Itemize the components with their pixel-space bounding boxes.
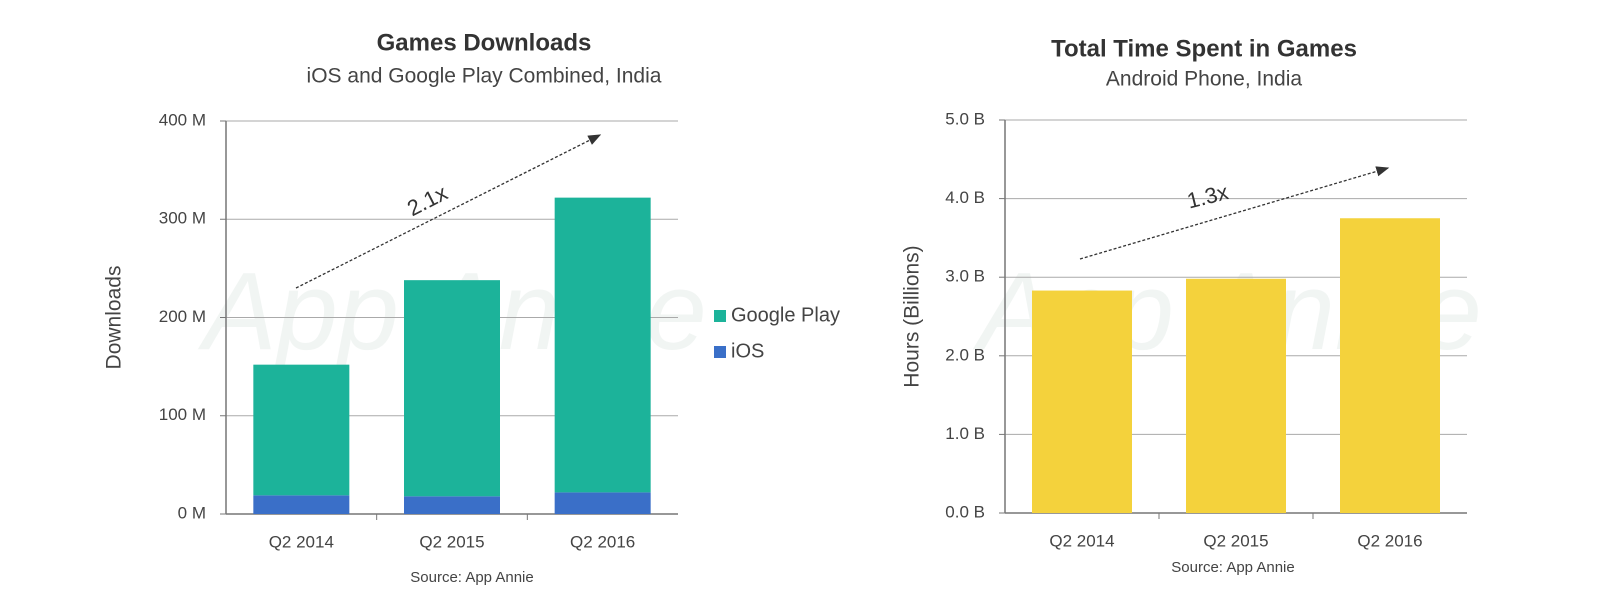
chart-subtitle: Android Phone, India (1106, 68, 1302, 91)
bar-segment (253, 495, 350, 514)
x-tick-label: Q2 2016 (1357, 531, 1422, 550)
y-tick-label: 200 M (159, 307, 206, 326)
trend-arrow (1079, 166, 1390, 260)
y-tick-label: 400 M (159, 110, 206, 129)
y-tick-label: 100 M (159, 405, 206, 424)
source: Source: App Annie (1171, 559, 1294, 576)
y-tick-label: 0 M (178, 503, 206, 522)
bar-segment (404, 496, 500, 514)
y-tick-label: 300 M (159, 209, 206, 228)
chart-subtitle: iOS and Google Play Combined, India (307, 65, 662, 88)
bar-segment (253, 364, 350, 496)
y-axis-label: Downloads (103, 266, 126, 370)
x-tick-label: Q2 2015 (419, 532, 484, 551)
legend-label: iOS (731, 340, 764, 362)
bar (1186, 278, 1286, 513)
bar-segment (554, 492, 651, 514)
x-tick-label: Q2 2014 (1049, 531, 1114, 550)
legend-label: Google Play (731, 304, 840, 326)
source: Source: App Annie (410, 569, 533, 586)
x-tick-label: Q2 2015 (1203, 531, 1268, 550)
x-tick-label: Q2 2016 (570, 532, 635, 551)
annotation: 1.3x (1184, 179, 1230, 213)
x-tick-label: Q2 2014 (269, 532, 334, 551)
legend-swatch (714, 310, 726, 322)
chart-title: Games Downloads (377, 29, 592, 56)
y-tick-label: 4.0 B (945, 188, 985, 207)
bar (1032, 290, 1132, 513)
trend-arrow (295, 134, 602, 289)
bar-segment (554, 197, 651, 493)
bar (1340, 218, 1440, 513)
annotation: 2.1x (403, 180, 451, 221)
bar-segment (404, 280, 500, 497)
chart-title: Total Time Spent in Games (1051, 35, 1357, 62)
y-tick-label: 2.0 B (945, 345, 985, 364)
y-axis-label: Hours (Billions) (901, 245, 924, 387)
y-tick-label: 1.0 B (945, 424, 985, 443)
y-tick-label: 3.0 B (945, 267, 985, 286)
legend-swatch (714, 346, 726, 358)
y-tick-label: 0.0 B (945, 502, 985, 521)
y-tick-label: 5.0 B (945, 109, 985, 128)
